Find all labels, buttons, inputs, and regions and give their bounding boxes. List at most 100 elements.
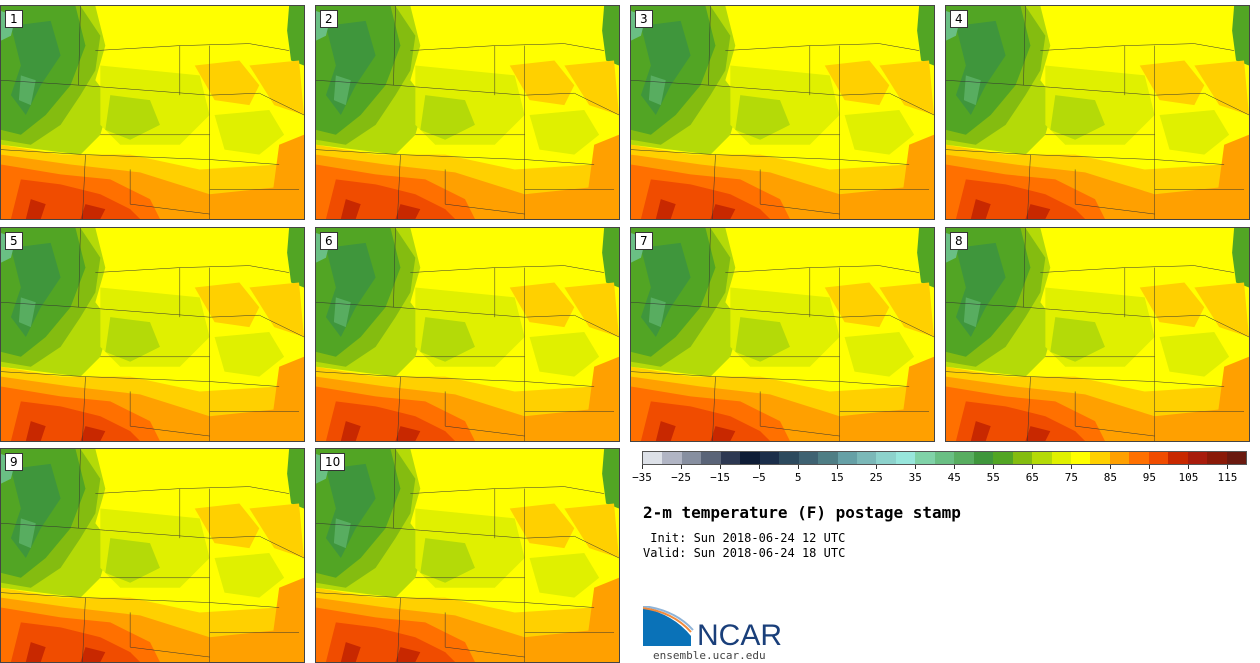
colorbar-tick: [798, 465, 800, 469]
temperature-map: [631, 6, 934, 219]
member-number: 4: [950, 10, 968, 28]
colorbar-tick-label: 115: [1217, 471, 1238, 484]
colorbar-bin: [837, 452, 857, 464]
colorbar-bin: [1012, 452, 1033, 464]
colorbar-bin: [818, 452, 838, 464]
temperature-map: [946, 228, 1249, 441]
colorbar-bin: [1129, 452, 1149, 464]
colorbar-bin: [1148, 452, 1169, 464]
temperature-map: [946, 6, 1249, 219]
colorbar-tick: [642, 465, 643, 469]
colorbar-bin: [876, 452, 896, 464]
member-number: 6: [320, 232, 338, 250]
ensemble-member-map[interactable]: 7: [630, 227, 935, 442]
colorbar-tick: [993, 465, 995, 469]
colorbar-tick-label: 5: [794, 471, 802, 484]
colorbar-tick: [1071, 465, 1073, 469]
colorbar-bin: [759, 452, 780, 464]
ensemble-member-map[interactable]: 1: [0, 5, 305, 220]
colorbar-tick-label: −5: [752, 471, 766, 484]
colorbar-tick-label: 15: [830, 471, 844, 484]
colorbar-tick: [681, 465, 683, 469]
colorbar-bin: [1226, 452, 1247, 464]
colorbar-bin: [779, 452, 799, 464]
colorbar: [642, 451, 1247, 465]
colorbar-tick-label: 105: [1178, 471, 1199, 484]
colorbar-bin: [856, 452, 877, 464]
temperature-map: [631, 228, 934, 441]
member-number: 1: [5, 10, 23, 28]
valid-time: Valid: Sun 2018-06-24 18 UTC: [643, 546, 846, 560]
colorbar-tick: [759, 465, 761, 469]
colorbar-tick: [1032, 465, 1034, 469]
colorbar-bin: [1051, 452, 1071, 464]
colorbar-bin: [798, 452, 819, 464]
colorbar-tick: [1188, 465, 1190, 469]
member-number: 2: [320, 10, 338, 28]
temperature-map: [316, 6, 619, 219]
ensemble-member-map[interactable]: 9: [0, 448, 305, 663]
ensemble-member-map[interactable]: 8: [945, 227, 1250, 442]
colorbar-bin: [1032, 452, 1052, 464]
colorbar-bin: [681, 452, 702, 464]
colorbar-tick-label: 65: [1025, 471, 1039, 484]
colorbar-tick-label: 85: [1103, 471, 1117, 484]
ensemble-member-map[interactable]: 5: [0, 227, 305, 442]
colorbar-bin: [1090, 452, 1110, 464]
member-number: 10: [320, 453, 346, 471]
ensemble-member-map[interactable]: 10: [315, 448, 620, 663]
ensemble-member-map[interactable]: 6: [315, 227, 620, 442]
colorbar-bin: [993, 452, 1013, 464]
colorbar-bin: [895, 452, 916, 464]
colorbar-tick-label: −35: [632, 471, 652, 484]
temperature-map: [316, 449, 619, 662]
colorbar-tick: [837, 465, 839, 469]
member-number: 7: [635, 232, 653, 250]
colorbar-bin: [1168, 452, 1188, 464]
colorbar-bin: [720, 452, 741, 464]
colorbar-tick: [1149, 465, 1151, 469]
temperature-map: [1, 228, 304, 441]
member-number: 8: [950, 232, 968, 250]
logo-text: NCAR: [697, 619, 782, 648]
colorbar-bin: [915, 452, 935, 464]
colorbar-bin: [1109, 452, 1130, 464]
colorbar-tick: [1227, 465, 1229, 469]
site-url[interactable]: ensemble.ucar.edu: [653, 649, 766, 662]
colorbar-tick-label: 45: [947, 471, 961, 484]
ensemble-member-map[interactable]: 2: [315, 5, 620, 220]
colorbar-tick-label: −15: [710, 471, 730, 484]
colorbar-bin: [954, 452, 974, 464]
temperature-map: [1, 6, 304, 219]
colorbar-tick-label: −25: [671, 471, 691, 484]
colorbar-bin: [662, 452, 682, 464]
temperature-map: [316, 228, 619, 441]
colorbar-bin: [701, 452, 721, 464]
colorbar-tick: [720, 465, 722, 469]
colorbar-bin: [1207, 452, 1227, 464]
colorbar-tick-label: 55: [986, 471, 1000, 484]
member-number: 5: [5, 232, 23, 250]
colorbar-tick: [1110, 465, 1112, 469]
colorbar-tick: [954, 465, 956, 469]
colorbar-bin: [934, 452, 955, 464]
colorbar-tick-label: 35: [908, 471, 922, 484]
colorbar-bin: [973, 452, 994, 464]
colorbar-bin: [1187, 452, 1208, 464]
member-number: 3: [635, 10, 653, 28]
temperature-map: [1, 449, 304, 662]
colorbar-tick-label: 25: [869, 471, 883, 484]
colorbar-bin: [643, 452, 663, 464]
colorbar-bin: [1070, 452, 1091, 464]
colorbar-tick-label: 75: [1064, 471, 1078, 484]
colorbar-ticks: −35 −25 −15 −5 5 15 25 35 45 55 65 75 85 95 105 115: [632, 465, 1247, 485]
colorbar-tick-label: 95: [1142, 471, 1157, 484]
colorbar-tick: [915, 465, 917, 469]
colorbar-bin: [740, 452, 760, 464]
ensemble-member-map[interactable]: 3: [630, 5, 935, 220]
chart-title: 2-m temperature (F) postage stamp: [643, 503, 961, 522]
ensemble-member-map[interactable]: 4: [945, 5, 1250, 220]
member-number: 9: [5, 453, 23, 471]
init-time: Init: Sun 2018-06-24 12 UTC: [643, 531, 846, 545]
ncar-logo[interactable]: NCAR: [642, 605, 793, 652]
